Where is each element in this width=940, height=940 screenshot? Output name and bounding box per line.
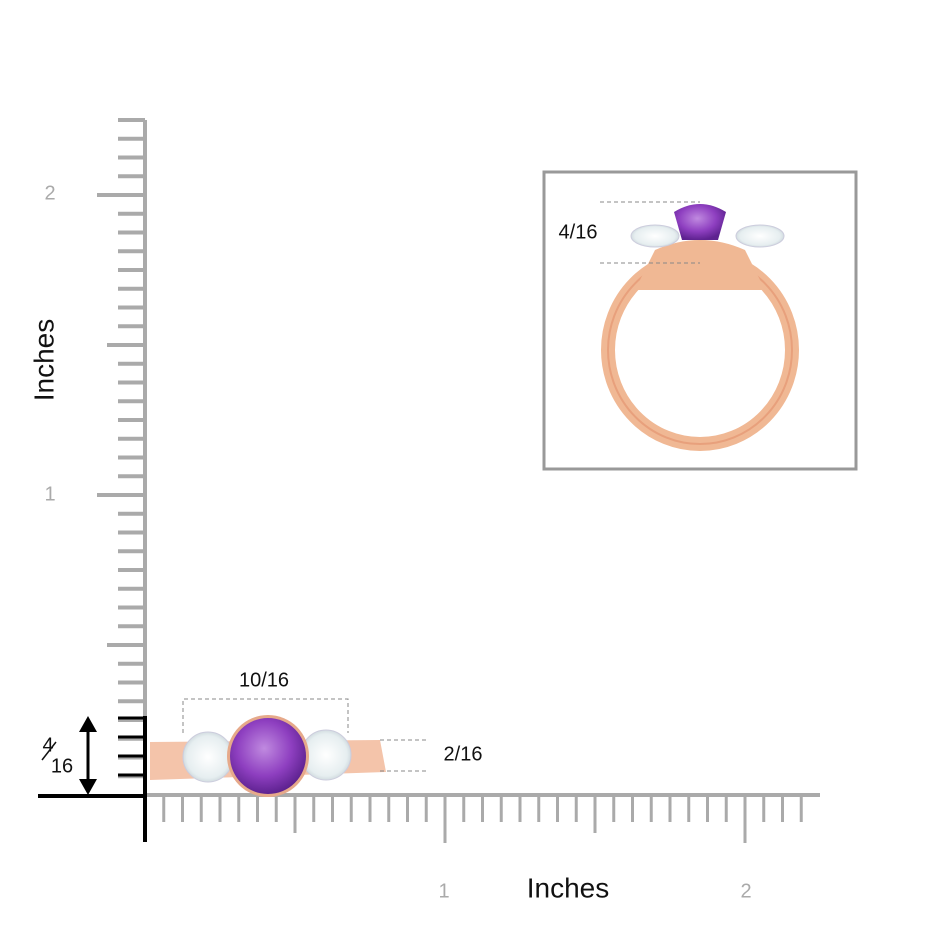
arrow-head	[79, 779, 97, 795]
arrow-head	[79, 716, 97, 732]
x-tick-label: 1	[438, 880, 449, 902]
fraction-slash	[41, 741, 57, 761]
height-numerator: 4	[42, 734, 53, 756]
width-label: 10/16	[239, 669, 289, 691]
amethyst	[674, 204, 726, 240]
side-height-label: 4/16	[559, 221, 598, 243]
y-tick-label: 1	[44, 483, 55, 505]
diamond	[630, 224, 680, 248]
diamond	[182, 731, 234, 783]
height-denominator: 16	[51, 755, 73, 777]
width-guide	[182, 698, 349, 733]
x-tick-label: 2	[740, 880, 751, 902]
ring-shoulders	[635, 240, 765, 290]
height-marker	[38, 716, 147, 842]
height-label: 2/16	[444, 743, 483, 765]
diamond	[735, 224, 785, 248]
y-tick-label: 2	[44, 182, 55, 204]
y-axis-label: Inches	[28, 319, 59, 402]
amethyst	[230, 718, 306, 794]
x-axis-label: Inches	[527, 872, 610, 903]
